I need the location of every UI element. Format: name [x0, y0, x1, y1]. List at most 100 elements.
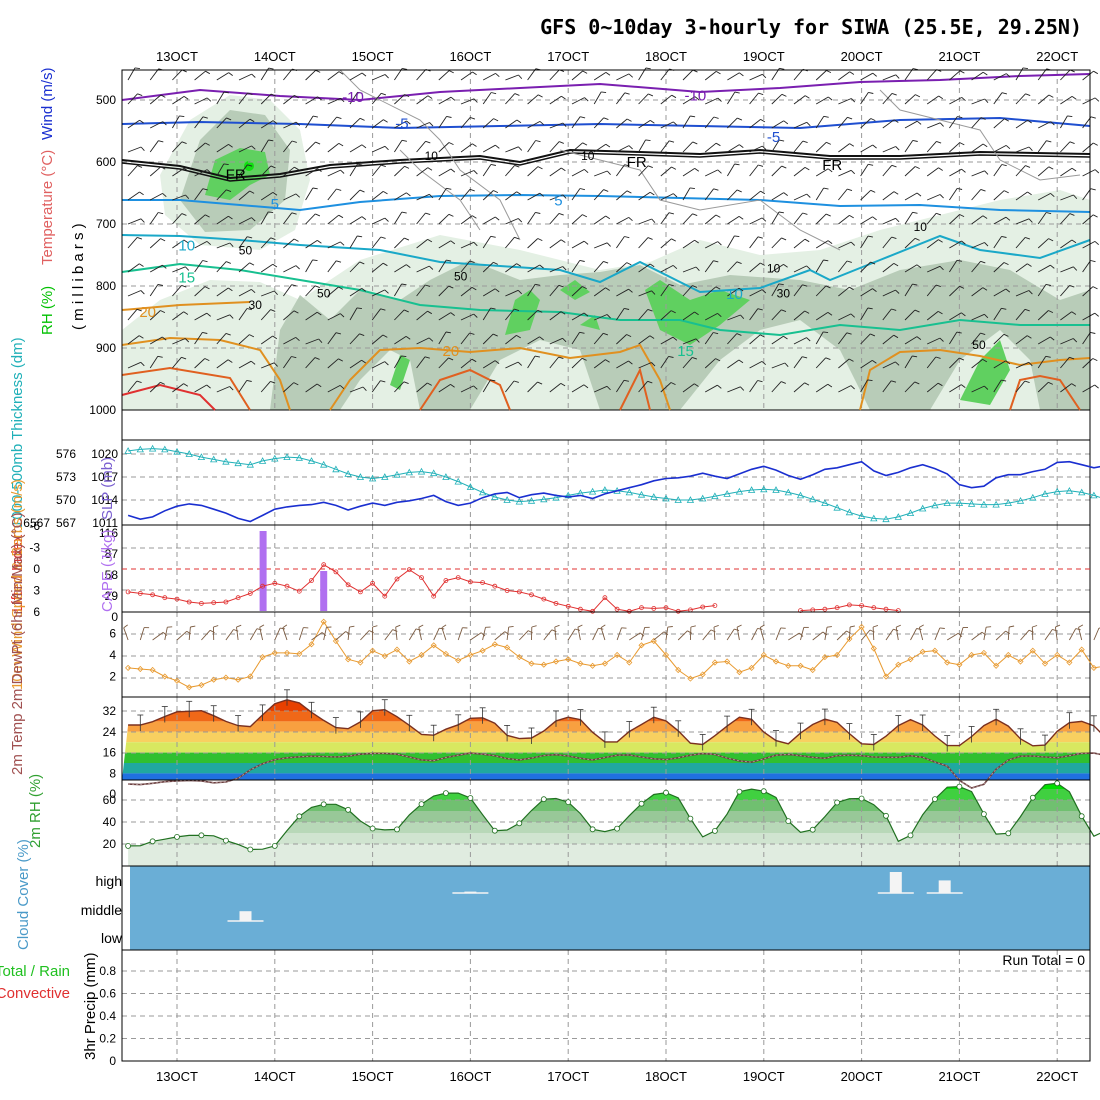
wind-barb-flag [272, 192, 278, 196]
wind-barb-flag [804, 382, 810, 386]
thickness-point [1065, 486, 1074, 494]
li-point [553, 601, 559, 606]
wind-barb-flag [939, 265, 944, 271]
wind-barb-flag [916, 264, 922, 269]
wind10m-point [271, 649, 278, 656]
wind-barb-flag [628, 360, 633, 365]
wind10m-barb [918, 627, 924, 641]
wind10m-barb-flag [395, 624, 401, 628]
cloud-axis-label: Cloud Cover (%) [15, 839, 32, 950]
wind-barb [571, 70, 583, 81]
wind-barb [172, 69, 183, 81]
temperature-contour [121, 116, 1091, 130]
wind-barb [727, 117, 738, 129]
wind-barb-flag [870, 189, 876, 193]
cloud-level-tick: middle [81, 902, 122, 918]
wind-barb [349, 117, 361, 129]
wind10m-barb [726, 628, 735, 641]
wind-barb [482, 73, 496, 81]
wind-barb [238, 73, 252, 81]
wind-barb-flag [783, 335, 788, 340]
wind-barb-flag [980, 260, 986, 264]
wind-barb-flag [469, 260, 475, 264]
wind-barb [860, 216, 873, 225]
date-tick-bottom: 15OCT [352, 1069, 394, 1084]
wind-barb [283, 284, 292, 297]
wind-barb [349, 72, 363, 81]
wind-barb-flag [1090, 260, 1096, 263]
wind-barb-flag [446, 115, 452, 118]
wind-barb [349, 386, 364, 393]
wind-barb [549, 167, 562, 177]
wind-barb-flag [424, 356, 430, 359]
wind-barb [704, 313, 718, 321]
wind-barb-flag [912, 211, 918, 214]
wind-barb [238, 164, 248, 177]
wind-barb [749, 145, 763, 153]
rh2m-point [198, 832, 205, 839]
rh2m-point [785, 818, 792, 824]
wind-barb [571, 97, 585, 105]
wind-barb [860, 92, 869, 105]
wind-barb [815, 312, 829, 321]
wind10m-barb-flag [1032, 625, 1038, 628]
wind-barb [815, 213, 827, 225]
wind-barb [838, 98, 852, 105]
wind-barb-flag [361, 144, 367, 149]
li-point [431, 593, 437, 599]
wind-barb [1082, 241, 1096, 249]
thickness-point [491, 493, 499, 500]
wind-barb-flag [778, 283, 784, 286]
thickness-point [796, 491, 805, 499]
wind-barb-flag [495, 216, 500, 221]
li-point [272, 580, 278, 586]
wind-barb [194, 241, 208, 249]
wind-barb-flag [469, 188, 475, 192]
wind-barb-flag [137, 93, 143, 97]
cloud-level-tick: high [96, 873, 122, 889]
wind-barb-flag [181, 141, 187, 145]
wind-barb [949, 240, 962, 249]
wind10m-barb-flag [713, 624, 719, 628]
temp2m-axis-label: 2m Temp 2m DewPt (6hr Min/Max) (°C) [9, 513, 26, 775]
wind-barb [527, 284, 536, 297]
date-tick-bottom: 16OCT [449, 1069, 491, 1084]
date-tick-bottom: 22OCT [1036, 1069, 1078, 1084]
wind-barb [660, 193, 674, 201]
date-tick-top: 18OCT [645, 49, 687, 64]
wind10m-barb-flag [439, 627, 445, 630]
wind-barb-flag [850, 241, 856, 246]
wind-barb [371, 361, 385, 369]
thickness-point [222, 457, 230, 465]
wind-barb-flag [537, 166, 543, 170]
bottom-date-axis: 13OCT 14OCT 15OCT 16OCT 17OCT 18OCT 19OCT 20OCT… [156, 1069, 1078, 1084]
wind-barb-flag [206, 241, 211, 246]
wind-barb-flag [1024, 380, 1030, 384]
wind-barb-flag [937, 311, 943, 315]
wind10m-barb [152, 632, 164, 641]
wind-barb [793, 337, 807, 345]
wind-barb [482, 261, 494, 273]
wind-barb-flag [1048, 94, 1054, 98]
wind10m-barb [577, 627, 581, 641]
rh2m-point [858, 795, 865, 802]
wind-barb [904, 283, 913, 297]
wind-barb-flag [229, 386, 234, 391]
wind-barb-flag [849, 143, 855, 147]
thickness-point [833, 503, 841, 511]
wind-barb-flag [827, 168, 833, 173]
wind-barb [283, 193, 297, 201]
wind10m-point [247, 673, 254, 680]
wind-barb [394, 264, 407, 273]
rh2m-point [687, 815, 694, 822]
thickness-point [332, 465, 340, 473]
wind10m-barb [775, 627, 782, 641]
wind10m-point [137, 665, 144, 673]
wind-barb [593, 117, 605, 129]
precip-tick: 0 [109, 1054, 116, 1068]
wind-barb [971, 143, 984, 153]
wind-barb [349, 261, 361, 273]
wind-barb [860, 360, 873, 369]
wind-barb-flag [760, 262, 765, 266]
wind-barb [682, 69, 694, 81]
